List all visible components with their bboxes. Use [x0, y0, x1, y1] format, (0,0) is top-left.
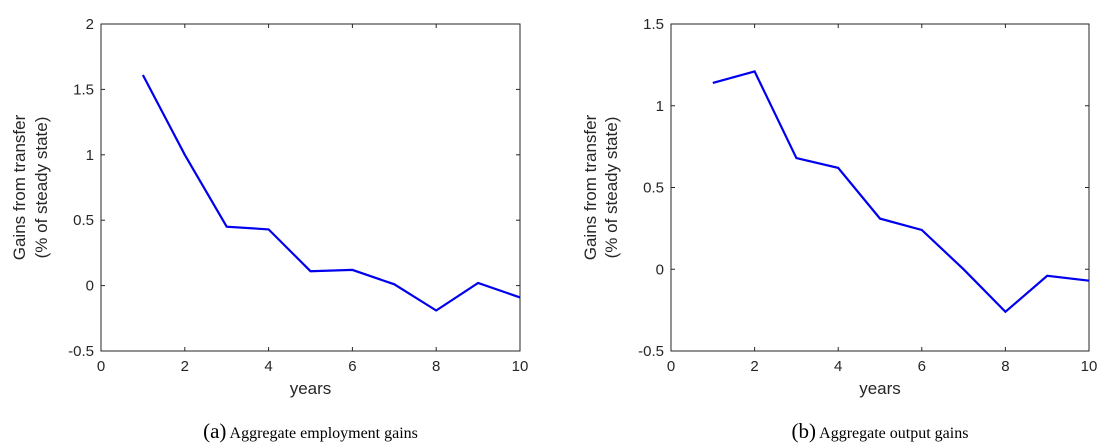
y-tick-label: 0.5: [73, 212, 94, 229]
x-tick-label: 0: [667, 358, 675, 375]
series-line: [143, 75, 520, 311]
y-tick-label: 1.5: [643, 16, 664, 33]
series-line: [713, 71, 1089, 311]
y-tick-label: 0.5: [643, 180, 664, 197]
plot-frame: [101, 24, 520, 351]
y-tick-label: 2: [86, 16, 94, 33]
caption-text: Aggregate employment gains: [226, 425, 418, 442]
caption-letter: (b): [792, 419, 817, 443]
y-axis-label-line2: (% of steady state): [32, 117, 51, 259]
y-tick-label: 1: [656, 98, 664, 115]
x-tick-label: 2: [181, 358, 189, 375]
y-axis-label-line1: Gains from transfer: [10, 114, 29, 260]
x-tick-label: 8: [432, 358, 440, 375]
y-axis-label-line2: (% of steady state): [602, 117, 621, 259]
x-tick-label: 10: [1081, 358, 1098, 375]
figure-caption: (b) Aggregate output gains: [792, 419, 969, 443]
x-tick-label: 2: [750, 358, 758, 375]
y-tick-label: -0.5: [638, 343, 664, 360]
x-tick-label: 10: [512, 358, 529, 375]
y-tick-label: 1.5: [73, 81, 94, 98]
x-tick-label: 0: [97, 358, 105, 375]
x-tick-label: 6: [918, 358, 926, 375]
caption-text: Aggregate output gains: [816, 425, 968, 442]
figure-caption: (a) Aggregate employment gains: [203, 419, 418, 443]
y-tick-label: 1: [86, 147, 94, 164]
x-tick-label: 6: [348, 358, 356, 375]
y-tick-label: 0: [86, 278, 94, 295]
x-axis-label: years: [859, 379, 901, 398]
plot-frame: [671, 24, 1089, 351]
y-tick-label: 0: [656, 261, 664, 278]
y-tick-label: -0.5: [68, 343, 94, 360]
x-axis-label: years: [290, 379, 332, 398]
caption-letter: (a): [203, 419, 226, 443]
x-tick-label: 4: [264, 358, 272, 375]
y-axis-label-line1: Gains from transfer: [581, 114, 600, 260]
x-tick-label: 8: [1001, 358, 1009, 375]
x-tick-label: 4: [834, 358, 842, 375]
